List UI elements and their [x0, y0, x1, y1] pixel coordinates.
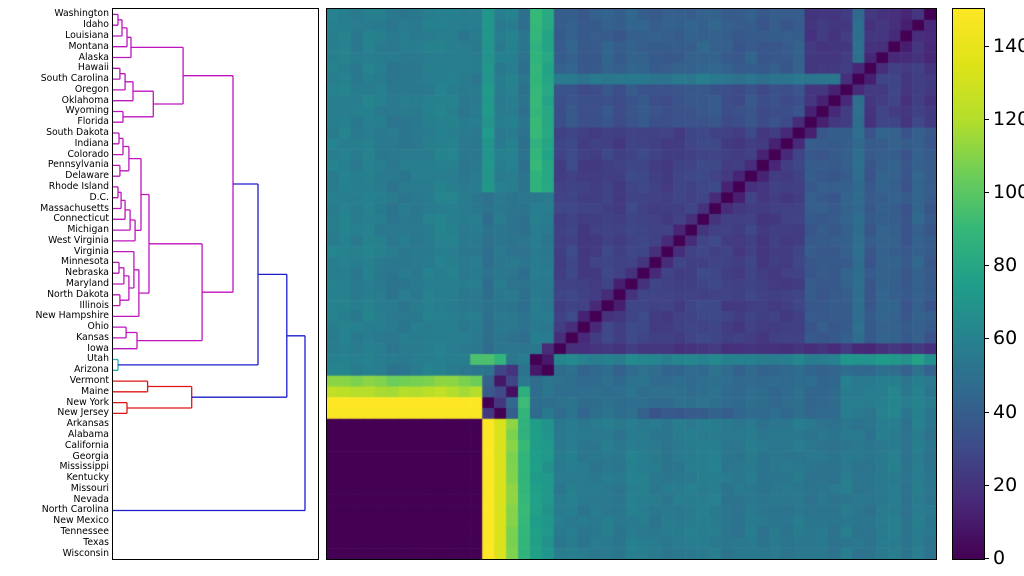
row-label: Texas	[83, 536, 109, 548]
colorbar-gradient	[953, 9, 984, 559]
row-label: Wyoming	[65, 105, 109, 117]
heatmap-canvas	[327, 9, 936, 559]
row-label: Illinois	[79, 299, 110, 311]
row-label: Maine	[81, 385, 109, 397]
row-label: California	[64, 439, 109, 451]
row-label: Virginia	[73, 245, 109, 257]
row-label: Pennsylvania	[47, 159, 109, 171]
row-label: New Hampshire	[35, 310, 109, 322]
row-label: Maryland	[65, 278, 109, 289]
row-label: Oklahoma	[61, 94, 109, 106]
row-label: Delaware	[65, 170, 109, 182]
colorbar-tick-mark	[984, 484, 989, 486]
colorbar-tick-mark	[984, 265, 989, 267]
row-label: Nevada	[73, 493, 109, 505]
colorbar-ticks: 0 20 40 60 80 100 120 140	[984, 0, 1024, 576]
row-label: Arkansas	[66, 418, 109, 430]
colorbar-tick-label: 0	[993, 547, 1006, 569]
colorbar	[952, 8, 985, 560]
row-label: Oregon	[74, 83, 109, 95]
colorbar-tick-label: 120	[993, 107, 1024, 130]
row-label: D.C.	[89, 191, 109, 203]
row-label: Colorado	[67, 148, 109, 160]
colorbar-tick-label: 100	[993, 181, 1024, 203]
row-labels: Washington Idaho Louisiana Montana Alaska Haw…	[0, 0, 109, 576]
colorbar-tick-mark	[984, 45, 989, 47]
row-label: Missouri	[70, 482, 109, 494]
row-label: New York	[66, 396, 109, 408]
row-label: Florida	[77, 116, 109, 128]
colorbar-tick-label: 40	[993, 400, 1018, 423]
row-label: Alabama	[68, 428, 109, 440]
row-label: New Jersey	[57, 407, 109, 419]
row-label: Michigan	[67, 224, 109, 236]
colorbar-tick-mark	[984, 118, 989, 120]
row-label: New Mexico	[53, 515, 109, 527]
heatmap-panel	[326, 8, 937, 560]
dendrogram-svg	[113, 13, 306, 512]
row-label: Ohio	[87, 321, 109, 333]
row-label: Montana	[68, 40, 109, 52]
row-label: Alaska	[78, 51, 109, 63]
row-label: Idaho	[83, 19, 109, 31]
colorbar-tick-label: 60	[993, 327, 1018, 350]
row-label: Connecticut	[53, 213, 109, 225]
colorbar-tick-mark	[984, 192, 989, 193]
colorbar-tick-label: 140	[993, 34, 1024, 57]
row-label: South Carolina	[40, 73, 109, 85]
colorbar-tick-label: 20	[993, 473, 1018, 496]
row-label: Wisconsin	[62, 547, 109, 559]
row-label: Mississippi	[59, 461, 109, 473]
row-label: Kentucky	[66, 472, 109, 484]
colorbar-tick-label: 80	[993, 254, 1018, 277]
row-label: Utah	[86, 353, 109, 365]
row-label: West Virginia	[48, 234, 109, 246]
row-label: Tennessee	[60, 526, 109, 538]
row-label: North Carolina	[41, 504, 109, 516]
colorbar-tick-mark	[984, 411, 989, 413]
row-label: Washington	[54, 8, 109, 20]
row-label: Vermont	[69, 375, 109, 387]
colorbar-tick-mark	[984, 338, 989, 340]
colorbar-tick-mark	[984, 558, 989, 559]
row-label: Indiana	[74, 137, 109, 149]
dendrogram-panel	[112, 8, 319, 560]
row-label: Kansas	[76, 331, 109, 343]
row-label: Arizona	[74, 364, 109, 376]
row-label: Hawaii	[77, 62, 109, 74]
row-label: North Dakota	[47, 288, 109, 300]
row-label: Iowa	[87, 342, 109, 354]
row-label: Nebraska	[65, 267, 109, 279]
row-label: Rhode Island	[48, 180, 109, 192]
row-label: Minnesota	[61, 256, 109, 268]
row-label: Louisiana	[65, 29, 109, 41]
row-label: Massachusetts	[40, 202, 109, 214]
row-label: Georgia	[72, 450, 109, 462]
row-label: South Dakota	[46, 127, 109, 139]
